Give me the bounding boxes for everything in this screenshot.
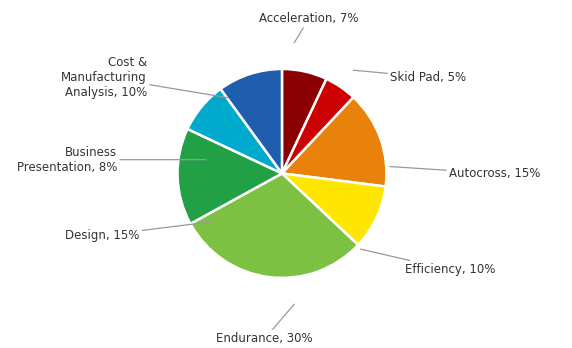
- Text: Cost &
Manufacturing
Analysis, 10%: Cost & Manufacturing Analysis, 10%: [61, 56, 228, 98]
- Wedge shape: [282, 69, 327, 173]
- Text: Business
Presentation, 8%: Business Presentation, 8%: [17, 146, 206, 174]
- Wedge shape: [282, 97, 387, 187]
- Wedge shape: [282, 79, 353, 173]
- Wedge shape: [190, 173, 358, 278]
- Wedge shape: [221, 69, 282, 173]
- Text: Acceleration, 7%: Acceleration, 7%: [259, 12, 359, 43]
- Text: Endurance, 30%: Endurance, 30%: [216, 304, 313, 345]
- Text: Skid Pad, 5%: Skid Pad, 5%: [353, 70, 466, 84]
- Text: Design, 15%: Design, 15%: [65, 222, 213, 242]
- Text: Autocross, 15%: Autocross, 15%: [390, 167, 541, 180]
- Wedge shape: [188, 89, 282, 173]
- Wedge shape: [282, 173, 386, 245]
- Wedge shape: [177, 129, 282, 224]
- Text: Efficiency, 10%: Efficiency, 10%: [360, 249, 495, 276]
